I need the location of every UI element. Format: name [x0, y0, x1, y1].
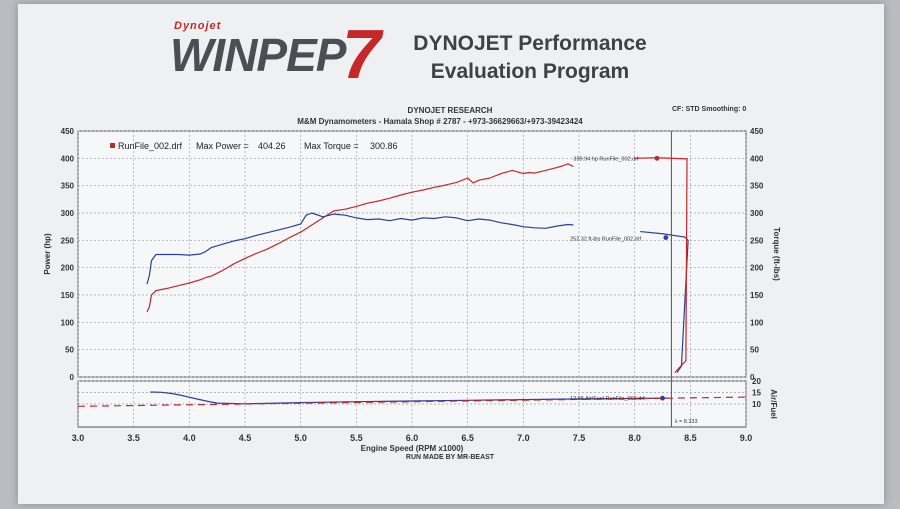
dynojet-brand: Dynojet [174, 20, 222, 32]
winpep-logo: Dynojet WINPEP 7 [170, 15, 381, 93]
winpep-wordmark: WINPEP [170, 29, 346, 81]
run-made-by: RUN MADE BY MR-BEAST [405, 454, 495, 461]
program-title-line1: DYNOJET Performance [413, 32, 647, 55]
shop-info: M&M Dynamometers - Hamala Shop # 2787 - … [297, 117, 583, 126]
correction-info: CF: STD Smoothing: 0 [672, 106, 747, 113]
program-title: DYNOJET Performance Evaluation Program [390, 30, 670, 86]
winpep-version: 7 [342, 15, 381, 93]
program-title-line2: Evaluation Program [430, 60, 630, 83]
research-heading: DYNOJET RESEARCH [407, 106, 493, 115]
